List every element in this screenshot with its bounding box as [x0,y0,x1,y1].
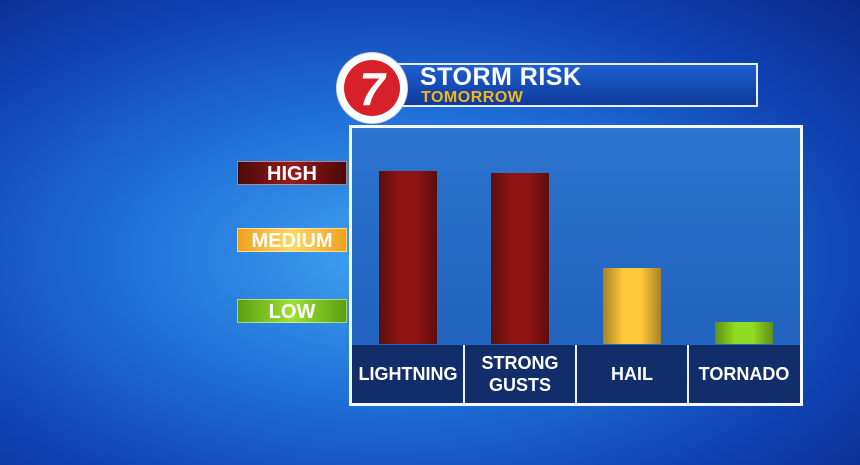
x-tick-label: STRONG GUSTS [481,353,559,395]
bar [379,171,437,344]
bar [491,172,549,344]
x-tick-label: TORNADO [698,364,790,384]
y-tick-label: MEDIUM [237,228,347,253]
bar [715,321,773,344]
x-tick-label: HAIL [611,364,653,384]
separator [575,345,577,403]
title-banner [392,63,758,107]
y-tick-label: LOW [237,299,347,324]
x-tick-label: LIGHTNING [358,364,458,384]
title: STORM RISK [420,63,582,91]
bar [603,267,661,344]
subtitle: TOMORROW [421,89,524,106]
y-tick-label: HIGH [237,160,347,185]
separator [687,345,689,403]
logo-text: 7 [359,63,385,115]
separator [463,345,465,403]
logo-ring [344,60,400,116]
